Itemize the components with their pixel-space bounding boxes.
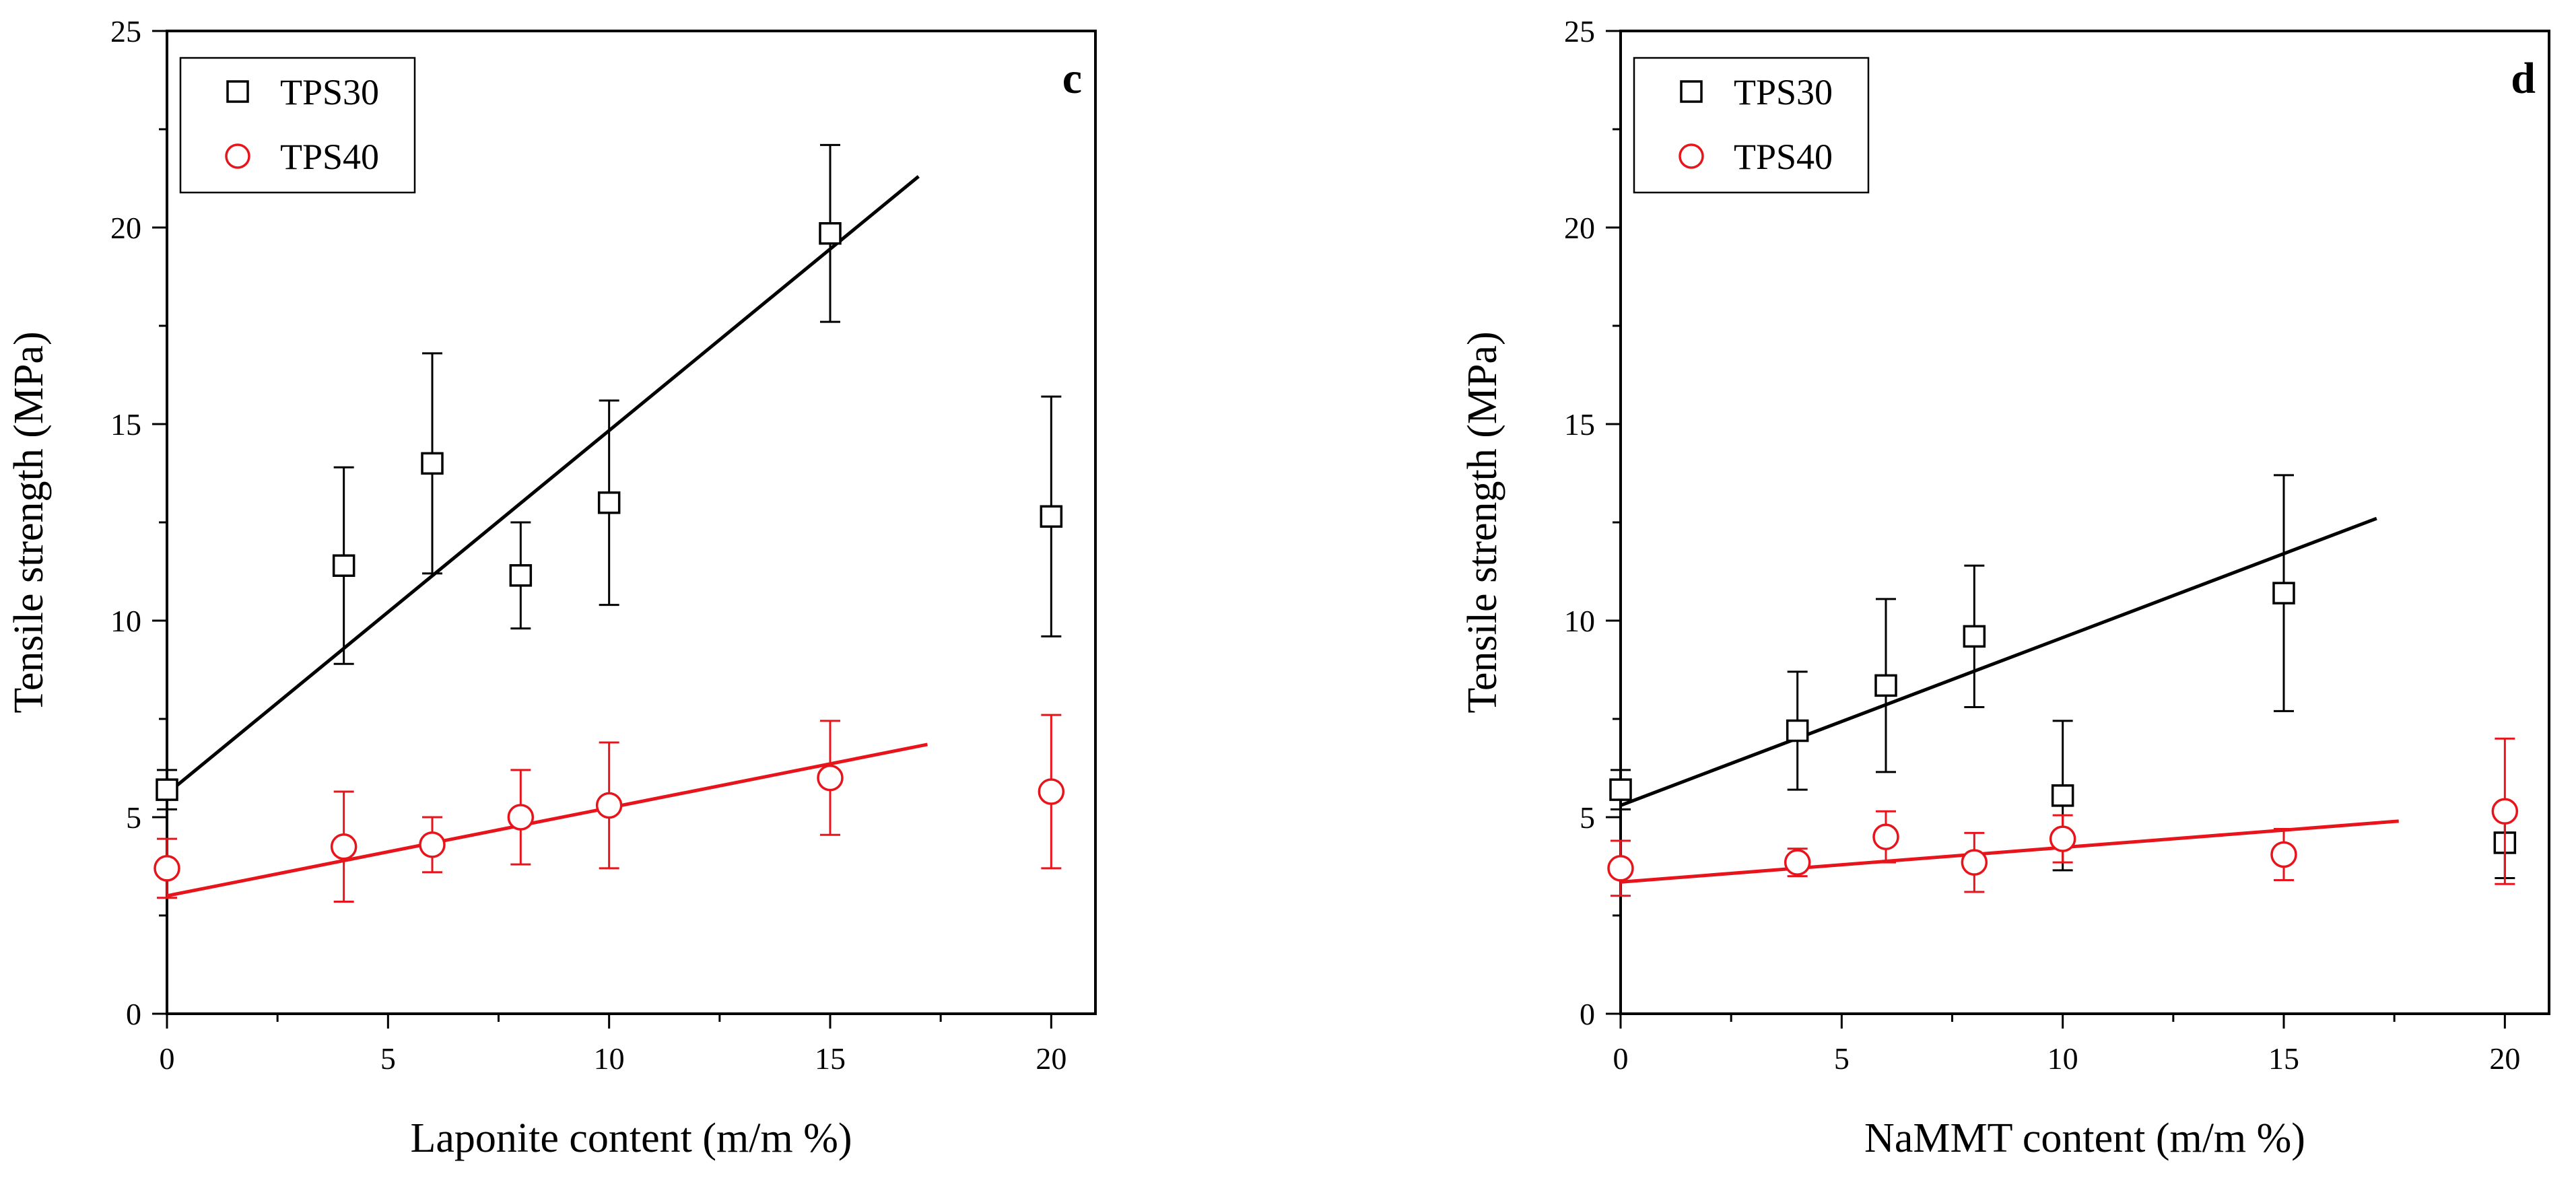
fit-line	[1620, 819, 2399, 884]
y-tick-label: 20	[1564, 211, 1595, 245]
fit-line	[166, 175, 920, 795]
y-axis-title: Tensile strength (MPa)	[1460, 331, 1505, 713]
y-tick-label: 25	[110, 14, 141, 48]
x-tick-label: 15	[815, 1041, 846, 1076]
legend: TPS30 TPS40	[179, 57, 416, 194]
panel-d: 0 5 10 15 20 0 5 10 15 20 25 NaMMT content (m/m %) T…	[1460, 14, 2550, 1161]
x-tick-label: 10	[594, 1041, 625, 1076]
data-point-square	[1040, 505, 1063, 528]
x-tick-label: 5	[1834, 1041, 1850, 1076]
x-tick-label: 20	[2489, 1041, 2520, 1076]
data-point-circle	[817, 764, 844, 792]
legend-circle-marker	[1679, 143, 1704, 169]
data-point-square	[156, 778, 178, 801]
data-point-circle	[1607, 855, 1634, 882]
legend: TPS30 TPS40	[1633, 57, 1870, 194]
data-point-circle	[154, 855, 180, 882]
series-TPS40	[154, 714, 1065, 903]
y-tick-label: 10	[110, 604, 141, 638]
data-point-square	[819, 222, 842, 245]
legend-box	[179, 57, 416, 194]
data-point-circle	[1961, 849, 1988, 876]
legend-label: TPS30	[280, 72, 379, 112]
panel-c: 0 5 10 15 20 0 5 10 15 20 25 Laponite content (m/m …	[6, 14, 1097, 1161]
data-point-circle	[1038, 778, 1065, 805]
data-point-square	[1874, 674, 1897, 697]
data-point-square	[1609, 778, 1632, 801]
data-point-square	[421, 452, 444, 475]
fit-line	[1620, 516, 2377, 807]
series-TPS40	[1607, 737, 2519, 897]
data-point-square	[1963, 625, 1986, 648]
x-tick-label: 10	[2047, 1041, 2078, 1076]
data-point-square	[2051, 784, 2074, 807]
y-tick-label: 0	[126, 997, 141, 1031]
y-tick-label: 5	[126, 800, 141, 835]
x-tick-label: 0	[1613, 1041, 1629, 1076]
legend-square-marker	[226, 80, 249, 103]
data-point-circle	[2049, 825, 2076, 852]
data-point-square	[2272, 582, 2295, 604]
x-tick-label: 0	[160, 1041, 175, 1076]
x-tick-label: 15	[2268, 1041, 2299, 1076]
x-tick-label: 5	[380, 1041, 396, 1076]
data-point-circle	[507, 804, 535, 831]
data-point-circle	[330, 833, 358, 860]
y-tick-label: 15	[1564, 407, 1595, 442]
legend-label: TPS40	[1734, 137, 1833, 177]
panel-letter: c	[1062, 54, 1082, 103]
data-point-circle	[595, 792, 623, 819]
y-axis-title: Tensile strength (MPa)	[6, 331, 52, 713]
y-tick-label: 5	[1580, 800, 1595, 835]
data-point-circle	[419, 831, 446, 858]
y-tick-label: 15	[110, 407, 141, 442]
data-point-circle	[1784, 849, 1811, 876]
data-point-circle	[1872, 823, 1899, 850]
series-TPS30	[156, 143, 1063, 810]
y-tick-label: 20	[110, 211, 141, 245]
legend-square-marker	[1680, 80, 1703, 103]
data-point-square	[1786, 719, 1809, 742]
data-point-square	[509, 564, 533, 587]
legend-label: TPS30	[1734, 72, 1833, 112]
y-tick-label: 10	[1564, 604, 1595, 638]
y-tick-label: 25	[1564, 14, 1595, 48]
data-point-square	[597, 491, 621, 514]
x-axis-title: Laponite content (m/m %)	[411, 1115, 852, 1161]
x-tick-label: 20	[1036, 1041, 1066, 1076]
x-axis-title: NaMMT content (m/m %)	[1864, 1115, 2305, 1161]
panel-letter: d	[2511, 54, 2536, 103]
legend-label: TPS40	[280, 137, 379, 177]
y-tick-label: 0	[1580, 997, 1595, 1031]
legend-circle-marker	[225, 143, 250, 169]
fit-line	[166, 742, 928, 898]
data-point-square	[332, 554, 355, 577]
data-point-circle	[2491, 798, 2519, 825]
legend-box	[1633, 57, 1870, 194]
data-point-circle	[2270, 841, 2297, 868]
